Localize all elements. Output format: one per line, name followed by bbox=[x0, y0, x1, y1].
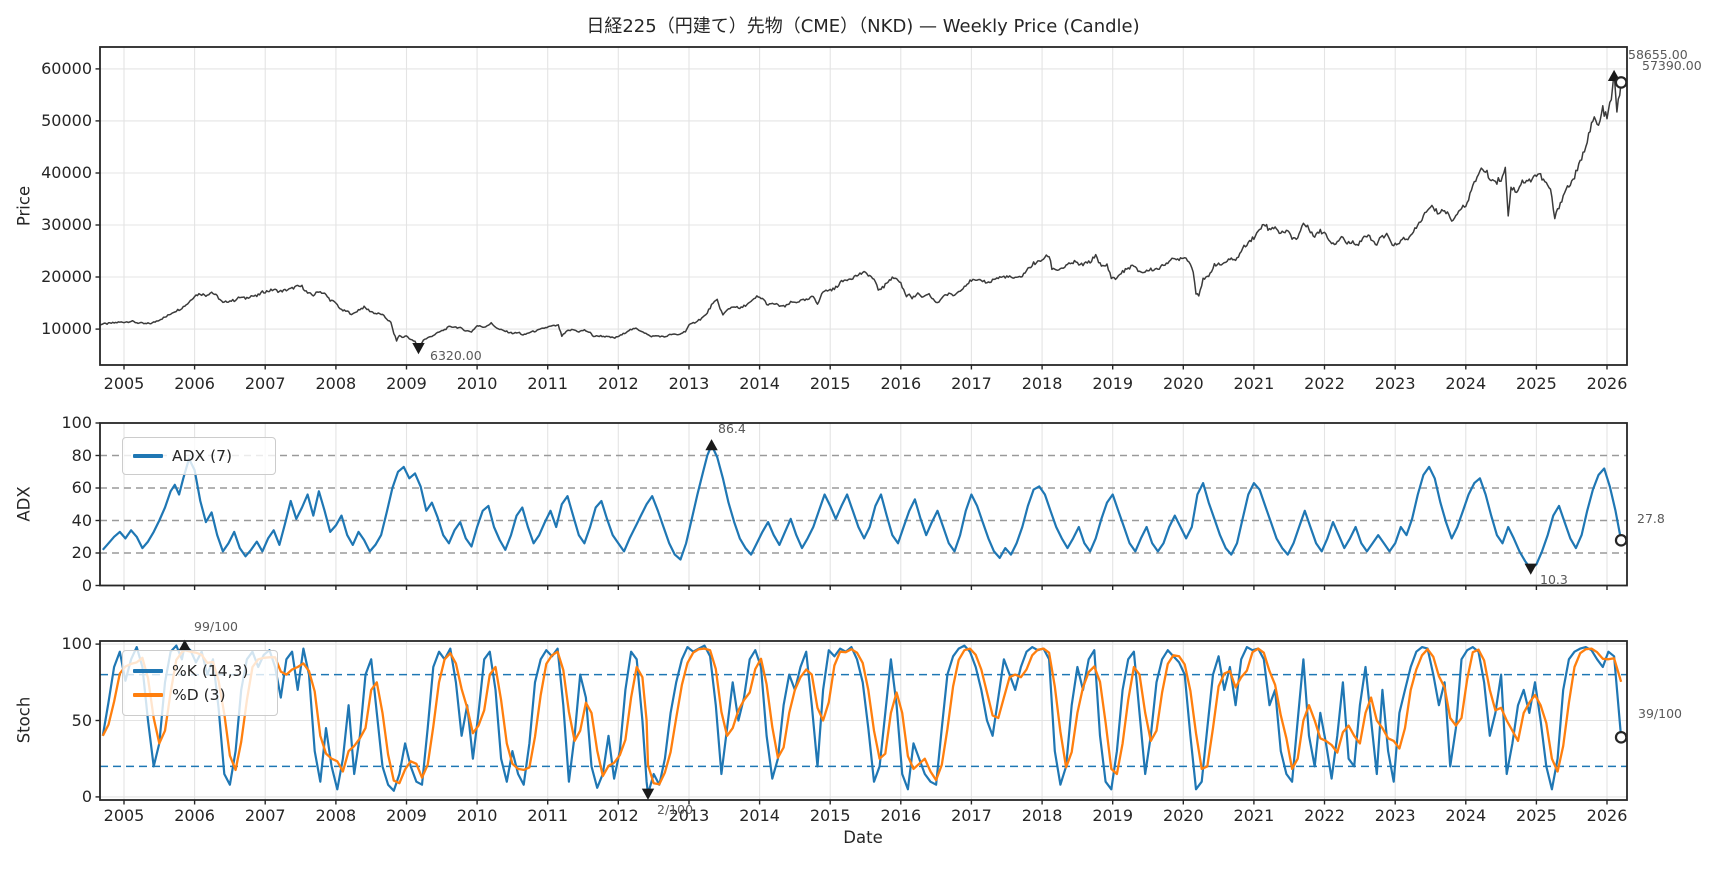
y-tick-label: 0 bbox=[81, 575, 92, 595]
x-tick-label: 2007 bbox=[244, 806, 286, 825]
stoch-d-series bbox=[101, 647, 1623, 786]
x-tick-label: 2010 bbox=[456, 806, 498, 825]
value-annotation: 10.3 bbox=[1540, 572, 1568, 587]
x-tick-label: 2012 bbox=[597, 374, 639, 393]
y-tick-label: 80 bbox=[71, 445, 92, 465]
max-marker-icon bbox=[178, 639, 191, 651]
y-tick-label: 50 bbox=[71, 710, 92, 730]
x-tick-label: 2019 bbox=[1092, 806, 1134, 825]
chart-title: 日経225（円建て）先物（CME）（NKD) — Weekly Price (C… bbox=[586, 16, 1140, 37]
x-tick-label: 2008 bbox=[315, 374, 357, 393]
value-annotation: 57390.00 bbox=[1642, 58, 1702, 73]
x-tick-label: 2022 bbox=[1304, 806, 1345, 825]
y-tick-label: 0 bbox=[81, 786, 92, 806]
x-tick-label: 2008 bbox=[315, 806, 357, 825]
x-tick-label: 2006 bbox=[174, 806, 215, 825]
x-tick-label: 2023 bbox=[1374, 374, 1416, 393]
x-tick-label: 2005 bbox=[103, 374, 145, 393]
x-tick-label: 2006 bbox=[174, 374, 215, 393]
legend-label: %D (3) bbox=[172, 686, 226, 704]
legend-line-icon bbox=[133, 454, 163, 458]
y-tick-label: 50000 bbox=[41, 110, 92, 130]
y-tick-label: 30000 bbox=[41, 215, 92, 234]
legend-row: %D (3) bbox=[133, 686, 265, 704]
x-tick-label: 2009 bbox=[386, 374, 427, 393]
y-tick-label: 100 bbox=[61, 634, 92, 654]
x-tick-label: 2023 bbox=[1374, 806, 1416, 825]
x-tick-label: 2026 bbox=[1586, 806, 1628, 825]
x-tick-label: 2015 bbox=[809, 806, 851, 825]
adx-legend: ADX (7) bbox=[122, 437, 276, 475]
stoch-k-series bbox=[101, 644, 1623, 795]
x-tick-label: 2018 bbox=[1021, 374, 1063, 393]
x-tick-label: 2024 bbox=[1445, 374, 1487, 393]
y-tick-label: 60000 bbox=[41, 58, 92, 78]
x-tick-label: 2013 bbox=[668, 806, 710, 825]
x-tick-label: 2015 bbox=[809, 374, 851, 393]
x-tick-label: 2016 bbox=[880, 806, 922, 825]
value-annotation: 39/100 bbox=[1638, 706, 1682, 721]
y-tick-label: 60 bbox=[71, 478, 92, 497]
x-tick-label: 2025 bbox=[1516, 374, 1557, 393]
legend-row: %K (14,3) bbox=[133, 662, 265, 680]
x-tick-label: 2007 bbox=[244, 374, 286, 393]
price-series bbox=[99, 71, 1622, 350]
last-value-marker-icon bbox=[1614, 731, 1628, 744]
y-tick-label: 10000 bbox=[41, 319, 92, 339]
value-annotation: 58655.00 bbox=[1628, 47, 1688, 62]
x-tick-label: 2021 bbox=[1233, 806, 1275, 825]
value-annotation: 6320.00 bbox=[430, 348, 482, 363]
y-tick-label: 40000 bbox=[41, 163, 92, 182]
x-tick-label: 2026 bbox=[1586, 374, 1628, 393]
x-tick-label: 2020 bbox=[1162, 374, 1204, 393]
x-tick-label: 2012 bbox=[597, 806, 639, 825]
value-annotation: 99/100 bbox=[194, 619, 238, 634]
min-marker-icon bbox=[1524, 563, 1537, 575]
x-tick-label: 2025 bbox=[1516, 806, 1557, 825]
last-value-marker-icon bbox=[1614, 76, 1628, 89]
legend-row: ADX (7) bbox=[133, 447, 263, 465]
legend-line-icon bbox=[133, 693, 163, 697]
x-tick-label: 2017 bbox=[951, 374, 992, 393]
x-tick-label: 2013 bbox=[668, 374, 710, 393]
y-tick-label: 20000 bbox=[41, 267, 92, 286]
min-marker-icon bbox=[412, 343, 425, 355]
x-tick-label: 2011 bbox=[527, 806, 569, 825]
x-tick-label: 2022 bbox=[1304, 374, 1345, 393]
x-tick-label: 2011 bbox=[527, 374, 569, 393]
x-tick-label: 2009 bbox=[386, 806, 427, 825]
date-axis-label: Date bbox=[843, 828, 883, 847]
legend-label: ADX (7) bbox=[172, 447, 233, 465]
x-tick-label: 2019 bbox=[1092, 374, 1134, 393]
x-tick-label: 2016 bbox=[880, 374, 922, 393]
x-tick-label: 2020 bbox=[1162, 806, 1204, 825]
y-tick-label: 100 bbox=[61, 413, 92, 432]
x-tick-label: 2024 bbox=[1445, 806, 1487, 825]
legend-line-icon bbox=[133, 669, 163, 673]
x-tick-label: 2017 bbox=[951, 806, 992, 825]
value-annotation: 27.8 bbox=[1637, 511, 1665, 526]
x-tick-label: 2018 bbox=[1021, 806, 1063, 825]
y-tick-label: 40 bbox=[71, 510, 92, 530]
value-annotation: 86.4 bbox=[718, 421, 746, 436]
value-annotation: 2/100 bbox=[657, 802, 694, 817]
x-tick-label: 2021 bbox=[1233, 374, 1275, 393]
x-tick-label: 2010 bbox=[456, 374, 498, 393]
max-marker-icon bbox=[705, 439, 718, 451]
adx-series bbox=[101, 444, 1623, 570]
x-tick-label: 2014 bbox=[739, 806, 780, 825]
min-marker-icon bbox=[641, 788, 655, 800]
stoch-legend: %K (14,3) %D (3) bbox=[122, 650, 278, 716]
x-tick-label: 2014 bbox=[739, 374, 780, 393]
x-tick-label: 2005 bbox=[103, 806, 145, 825]
y-tick-label: 20 bbox=[71, 543, 92, 562]
last-value-marker-icon bbox=[1614, 534, 1628, 547]
legend-label: %K (14,3) bbox=[172, 662, 249, 680]
